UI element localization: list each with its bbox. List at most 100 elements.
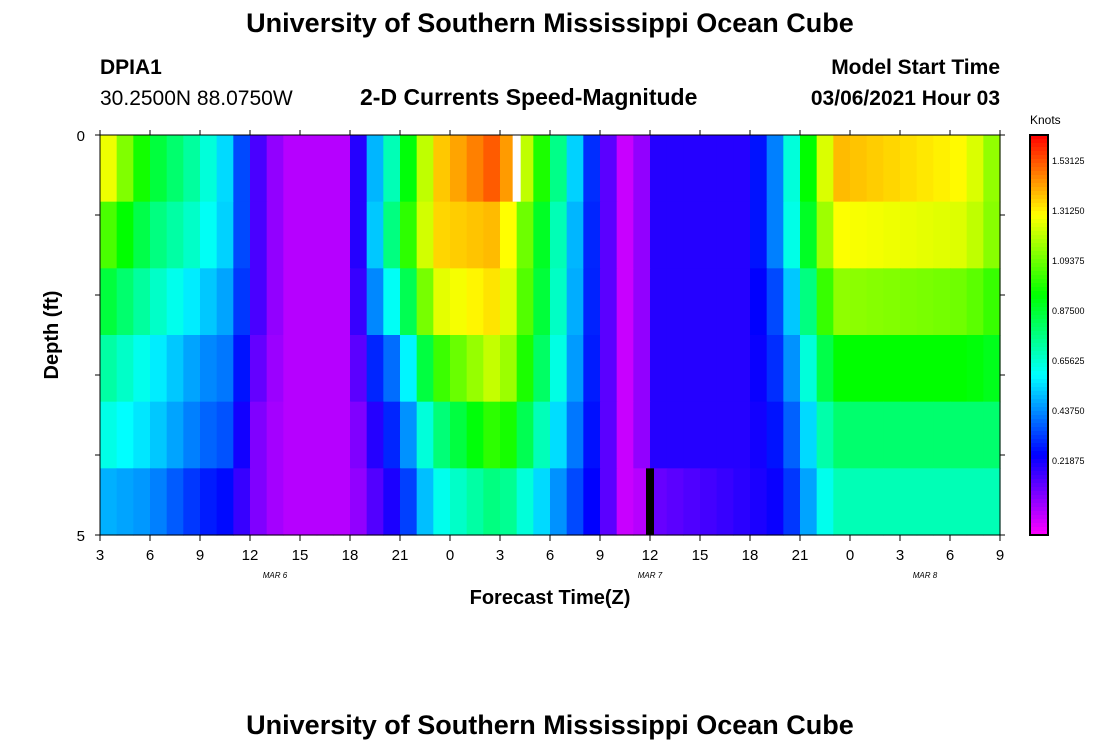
heatmap-cell: [183, 201, 201, 269]
heatmap-cell: [633, 335, 651, 403]
heatmap-cell: [700, 335, 718, 403]
footer-title: University of Southern Mississippi Ocean…: [246, 710, 854, 740]
heatmap-cell: [816, 468, 834, 536]
heatmap-cell: [150, 135, 168, 203]
colorbar-swatch: [1030, 259, 1048, 264]
heatmap-cell: [250, 135, 268, 203]
heatmap-cell: [283, 468, 301, 536]
heatmap-cell: [266, 135, 284, 203]
heatmap-cell: [216, 335, 234, 403]
colorbar-swatch: [1030, 263, 1048, 268]
heatmap-cell: [333, 268, 351, 336]
heatmap-cell: [450, 135, 468, 203]
heatmap-cell: [633, 268, 651, 336]
heatmap-cell: [133, 268, 151, 336]
heatmap-cell: [850, 135, 868, 203]
heatmap-cell: [450, 335, 468, 403]
heatmap-cell: [716, 268, 734, 336]
heatmap-cell: [250, 468, 268, 536]
heatmap-cell: [383, 468, 401, 536]
heatmap-cell: [616, 201, 634, 269]
colorbar-swatch: [1030, 247, 1048, 252]
heatmap-cell: [966, 268, 984, 336]
heatmap-cell: [283, 335, 301, 403]
heatmap-cell: [316, 201, 334, 269]
heatmap-cell: [600, 401, 618, 469]
heatmap-cell: [950, 401, 968, 469]
colorbar-swatch: [1030, 479, 1048, 484]
colorbar-label: 1.53125: [1052, 156, 1085, 166]
heatmap-cell: [833, 268, 851, 336]
heatmap-cell: [983, 268, 1001, 336]
x-tick-label: 0: [846, 547, 854, 564]
heatmap-cell: [766, 401, 784, 469]
heatmap-cell: [883, 335, 901, 403]
heatmap-cell: [433, 468, 451, 536]
x-tick-label: 9: [196, 547, 204, 564]
heatmap-cell: [916, 268, 934, 336]
colorbar-swatch: [1030, 151, 1048, 156]
heatmap-cell: [733, 401, 751, 469]
heatmap-cell: [933, 268, 951, 336]
heatmap-cell: [900, 468, 918, 536]
heatmap-cell: [566, 335, 584, 403]
heatmap-cell: [216, 135, 234, 203]
heatmap-cell: [316, 401, 334, 469]
heatmap-cell: [533, 135, 551, 203]
heatmap-cell: [466, 335, 484, 403]
colorbar-swatch: [1030, 239, 1048, 244]
heatmap-cell: [966, 468, 984, 536]
heatmap-cell: [133, 401, 151, 469]
heatmap-cell: [750, 201, 768, 269]
heatmap-cell: [566, 268, 584, 336]
x-tick-label: 6: [546, 547, 554, 564]
heatmap-cell: [833, 335, 851, 403]
heatmap-cell: [566, 135, 584, 203]
chart-title: 2-D Currents Speed-Magnitude: [360, 84, 698, 110]
heatmap-cell: [350, 335, 368, 403]
heatmap-cell: [950, 201, 968, 269]
heatmap-cell: [166, 401, 184, 469]
colorbar-swatch: [1030, 327, 1048, 332]
y-tick-label: 0: [77, 128, 85, 145]
heatmap-cell: [700, 468, 718, 536]
colorbar-label: 1.31250: [1052, 206, 1085, 216]
heatmap-cell: [833, 201, 851, 269]
colorbar-swatch: [1030, 255, 1048, 260]
colorbar-swatch: [1030, 491, 1048, 496]
heatmap-cell: [100, 335, 118, 403]
heatmap-cell: [750, 401, 768, 469]
heatmap-cell: [466, 401, 484, 469]
colorbar-swatch: [1030, 475, 1048, 480]
heatmap-cell: [250, 335, 268, 403]
heatmap-cell: [733, 135, 751, 203]
heatmap-cell: [166, 335, 184, 403]
heatmap-cell: [983, 468, 1001, 536]
heatmap-cell: [233, 401, 251, 469]
heatmap-cell: [416, 335, 434, 403]
heatmap-cell: [483, 201, 501, 269]
heatmap-cell: [600, 135, 618, 203]
heatmap-cell: [700, 201, 718, 269]
heatmap-cell: [316, 135, 334, 203]
heatmap-cell: [666, 201, 684, 269]
colorbar-swatch: [1030, 215, 1048, 220]
heatmap-cell: [916, 335, 934, 403]
station-id: DPIA1: [100, 56, 162, 79]
heatmap-cell: [400, 268, 418, 336]
heatmap-cell: [133, 468, 151, 536]
heatmap-cell: [800, 135, 818, 203]
heatmap-cell: [566, 468, 584, 536]
heatmap-cell: [900, 201, 918, 269]
x-tick-label: 6: [946, 547, 954, 564]
heatmap-cell: [400, 201, 418, 269]
y-axis-label: Depth (ft): [41, 291, 63, 380]
heatmap-cell: [816, 135, 834, 203]
heatmap-cell: [233, 468, 251, 536]
heatmap-cell: [516, 135, 534, 203]
heatmap-cell: [433, 335, 451, 403]
x-tick-label: 0: [446, 547, 454, 564]
heatmap-cell: [500, 335, 518, 403]
heatmap-cell: [100, 268, 118, 336]
heatmap-cell: [700, 135, 718, 203]
